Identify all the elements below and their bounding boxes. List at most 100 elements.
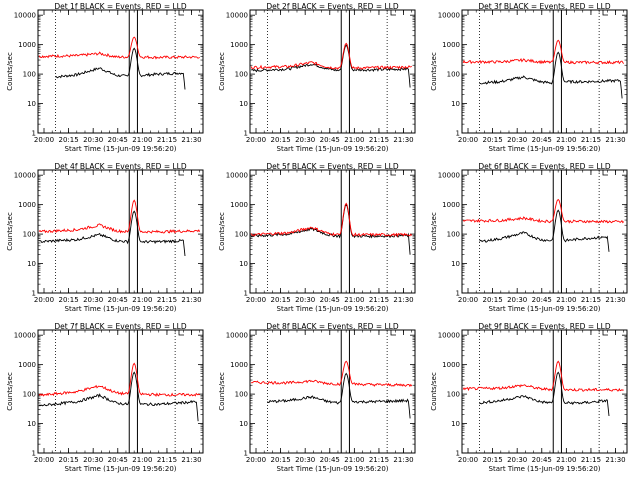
panel-det-9: Det 9f BLACK = Events, RED = LLD 1 10 100 10…: [430, 322, 628, 473]
y-axis-label: Counts/sec: [430, 212, 438, 251]
series-line-lld: [38, 36, 200, 60]
panel-det-2: Det 2f BLACK = Events, RED = LLD 1 10 100 10…: [218, 2, 416, 153]
y-tick-label: 10000: [226, 332, 248, 340]
panel-det-8: Det 8f BLACK = Events, RED = LLD 1 10 100 10…: [218, 322, 416, 473]
series-line-lld: [462, 360, 624, 392]
panel-title: Det 5f BLACK = Events, RED = LLD: [266, 162, 399, 171]
series-line-lld: [38, 199, 201, 234]
x-tick-label: 21:30: [605, 456, 625, 464]
corner-bracket: [178, 330, 184, 336]
y-axis-label: Counts/sec: [218, 212, 226, 251]
x-tick-label: 21:00: [132, 296, 152, 304]
x-tick-label: 20:45: [320, 136, 340, 144]
y-tick-label: 10000: [14, 12, 36, 20]
y-tick-label: 1: [32, 450, 36, 458]
x-tick-label: 21:00: [132, 136, 152, 144]
x-tick-label: 21:30: [181, 136, 201, 144]
y-tick-label: 1000: [230, 41, 248, 49]
series-line-events: [479, 51, 623, 99]
y-tick-label: 10: [451, 260, 460, 268]
y-tick-label: 10000: [226, 12, 248, 20]
x-tick-label: 20:15: [483, 136, 503, 144]
x-axis-label: Start Time (15-Jun-09 19:56:20): [277, 145, 389, 153]
x-tick-label: 20:45: [108, 296, 128, 304]
series-line-events: [250, 203, 411, 255]
series-line-lld: [250, 360, 413, 388]
y-axis-label: Counts/sec: [218, 52, 226, 91]
y-axis-label: Counts/sec: [6, 212, 14, 251]
plot-frame: [249, 9, 416, 134]
corner-bracket: [390, 170, 396, 176]
corner-bracket: [602, 170, 608, 176]
x-tick-label: 21:30: [181, 296, 201, 304]
x-tick-label: 20:45: [108, 456, 128, 464]
x-tick-label: 21:00: [556, 456, 576, 464]
x-tick-label: 20:00: [246, 136, 266, 144]
x-tick-label: 21:15: [157, 456, 177, 464]
x-tick-label: 20:00: [246, 296, 266, 304]
x-axis-label: Start Time (15-Jun-09 19:56:20): [489, 305, 601, 313]
x-tick-label: 20:15: [271, 456, 291, 464]
corner-bracket: [178, 10, 184, 16]
plot-frame: [37, 9, 204, 134]
panel-title: Det 6f BLACK = Events, RED = LLD: [478, 162, 611, 171]
panel-title: Det 2f BLACK = Events, RED = LLD: [266, 2, 399, 11]
y-tick-label: 10000: [14, 332, 36, 340]
y-tick-label: 10000: [438, 172, 460, 180]
y-tick-label: 1: [456, 290, 460, 298]
x-tick-label: 21:30: [605, 136, 625, 144]
y-tick-label: 100: [235, 71, 248, 79]
x-axis-label: Start Time (15-Jun-09 19:56:20): [65, 465, 177, 473]
y-tick-label: 1: [244, 450, 248, 458]
y-axis-label: Counts/sec: [218, 372, 226, 411]
y-tick-label: 100: [235, 231, 248, 239]
x-tick-label: 20:00: [458, 456, 478, 464]
corner-bracket: [178, 170, 184, 176]
panel-det-5: Det 5f BLACK = Events, RED = LLD 1 10 100 10…: [218, 162, 416, 313]
panel-title: Det 1f BLACK = Events, RED = LLD: [54, 2, 187, 11]
y-tick-label: 1: [456, 450, 460, 458]
x-tick-label: 21:30: [393, 296, 413, 304]
x-tick-label: 20:00: [458, 296, 478, 304]
plot-frame: [461, 169, 628, 294]
corner-bracket: [390, 330, 396, 336]
y-axis-label: Counts/sec: [430, 52, 438, 91]
series-line-events: [38, 371, 199, 422]
panel-det-4: Det 4f BLACK = Events, RED = LLD 1 10 100 10…: [6, 162, 204, 313]
y-tick-label: 1000: [230, 201, 248, 209]
x-axis-label: Start Time (15-Jun-09 19:56:20): [277, 465, 389, 473]
x-tick-label: 20:15: [271, 296, 291, 304]
y-tick-label: 1: [32, 130, 36, 138]
series-line-events: [39, 210, 186, 257]
y-axis-label: Counts/sec: [430, 372, 438, 411]
x-tick-label: 20:45: [320, 456, 340, 464]
y-tick-label: 10: [239, 420, 248, 428]
y-tick-label: 1: [32, 290, 36, 298]
x-tick-label: 20:30: [507, 456, 527, 464]
series-line-lld: [462, 198, 625, 224]
x-tick-label: 20:15: [483, 456, 503, 464]
x-tick-label: 20:30: [295, 296, 315, 304]
x-tick-label: 20:45: [532, 136, 552, 144]
corner-bracket: [602, 330, 608, 336]
y-tick-label: 10: [27, 100, 36, 108]
y-tick-label: 100: [235, 391, 248, 399]
x-tick-label: 20:00: [458, 136, 478, 144]
plot-frame: [461, 329, 628, 454]
x-tick-label: 20:15: [59, 136, 79, 144]
x-tick-label: 21:30: [605, 296, 625, 304]
y-tick-label: 10: [27, 420, 36, 428]
x-tick-label: 20:15: [271, 136, 291, 144]
x-tick-label: 21:15: [369, 296, 389, 304]
y-tick-label: 100: [447, 231, 460, 239]
x-tick-label: 21:00: [344, 296, 364, 304]
x-tick-label: 21:00: [556, 296, 576, 304]
x-tick-label: 21:00: [344, 456, 364, 464]
panel-title: Det 9f BLACK = Events, RED = LLD: [478, 322, 611, 331]
x-tick-label: 20:15: [483, 296, 503, 304]
x-tick-label: 21:15: [581, 456, 601, 464]
x-tick-label: 21:30: [393, 456, 413, 464]
series-line-events: [479, 209, 610, 252]
panel-det-1: Det 1f BLACK = Events, RED = LLD 1 10 100 10…: [6, 2, 204, 153]
x-tick-label: 20:30: [295, 136, 315, 144]
